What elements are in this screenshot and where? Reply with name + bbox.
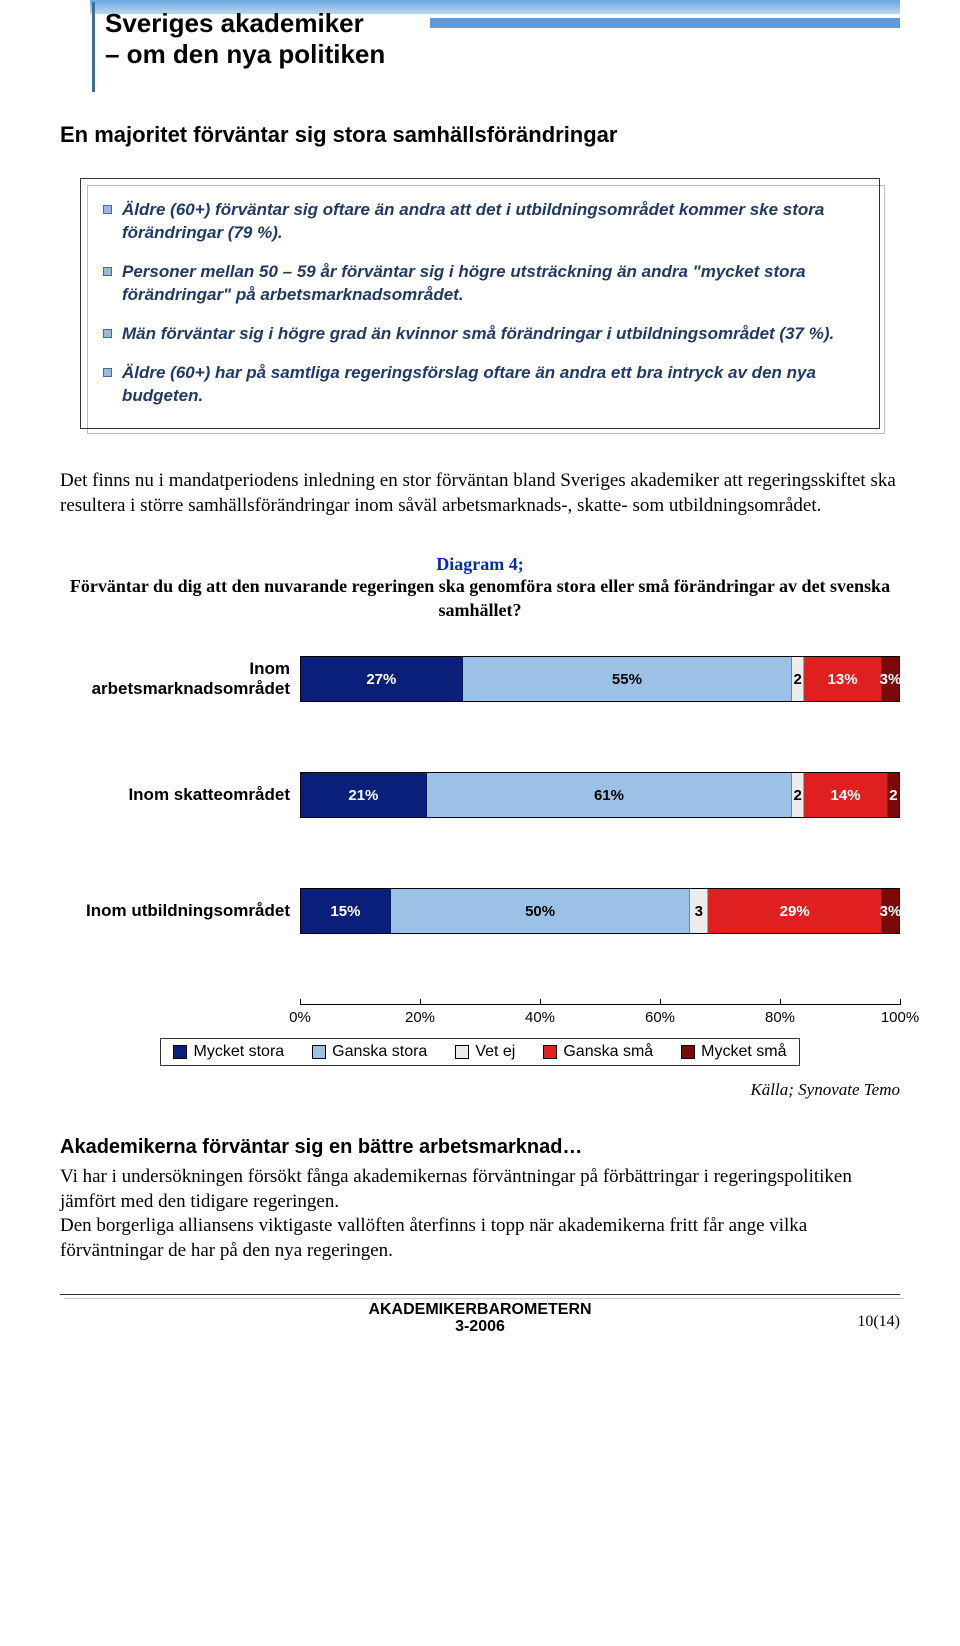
legend-swatch [312, 1045, 326, 1059]
chart-segment: 29% [708, 889, 882, 933]
footer-line-2: 3-2006 [455, 1318, 505, 1335]
chart-segment: 3% [882, 889, 900, 933]
chart-segment: 3 [690, 889, 708, 933]
footer-rule-shadow [64, 1298, 904, 1299]
bullet-item: Män förväntar sig i högre grad än kvinno… [103, 323, 857, 346]
chart-segment: 55% [463, 657, 792, 701]
legend-swatch [543, 1045, 557, 1059]
bullet-item: Personer mellan 50 – 59 år förväntar sig… [103, 261, 857, 307]
stacked-bar-chart: Inom arbetsmarknadsområdet27%55%213%3%In… [60, 656, 900, 1066]
legend-item: Vet ej [455, 1043, 515, 1061]
title-line-1: Sveriges akademiker [105, 8, 364, 38]
bullet-text: Äldre (60+) har på samtliga regeringsför… [122, 362, 857, 408]
chart-segment: 2 [888, 773, 900, 817]
chart-segment: 3% [882, 657, 900, 701]
chart-bar: 15%50%329%3% [300, 888, 900, 934]
axis-tick-label: 20% [405, 1009, 435, 1026]
chart-legend: Mycket stora Ganska stora Vet ej Ganska små… [160, 1038, 799, 1066]
chart-bar: 21%61%214%2 [300, 772, 900, 818]
chart-caption: Diagram 4; Förväntar du dig att den nuva… [60, 554, 900, 622]
bullet-text: Äldre (60+) förväntar sig oftare än andr… [122, 199, 857, 245]
header-vertical-rule [92, 2, 95, 92]
chart-bar: 27%55%213%3% [300, 656, 900, 702]
chart-row: Inom skatteområdet21%61%214%2 [60, 772, 900, 818]
bullet-text: Personer mellan 50 – 59 år förväntar sig… [122, 261, 857, 307]
chart-source: Källa; Synovate Temo [60, 1080, 900, 1100]
header: Sveriges akademiker – om den nya politik… [60, 0, 900, 70]
diagram-label: Diagram 4; [436, 554, 523, 574]
chart-segment: 61% [427, 773, 792, 817]
legend-swatch [455, 1045, 469, 1059]
chart-segment: 50% [391, 889, 691, 933]
chart-segment: 14% [804, 773, 888, 817]
footer-page-number: 10(14) [857, 1313, 900, 1331]
axis-tick-label: 0% [289, 1009, 311, 1026]
chart-segment: 2 [792, 773, 804, 817]
legend-swatch [173, 1045, 187, 1059]
page-footer: AKADEMIKERBAROMETERN 3-2006 10(14) [60, 1294, 900, 1334]
axis-tick-label: 60% [645, 1009, 675, 1026]
bullet-marker [103, 329, 112, 338]
chart-question: Förväntar du dig att den nuvarande reger… [70, 576, 890, 619]
bullet-item: Äldre (60+) har på samtliga regeringsför… [103, 362, 857, 408]
footer-center: AKADEMIKERBAROMETERN 3-2006 [60, 1301, 900, 1336]
legend-label: Mycket stora [193, 1043, 284, 1061]
legend-item: Ganska små [543, 1043, 653, 1061]
legend-item: Ganska stora [312, 1043, 427, 1061]
chart-segment: 21% [301, 773, 427, 817]
bullet-text: Män förväntar sig i högre grad än kvinno… [122, 323, 834, 346]
legend-swatch [681, 1045, 695, 1059]
legend-item: Mycket stora [173, 1043, 284, 1061]
legend-label: Ganska små [563, 1043, 653, 1061]
chart-row: Inom arbetsmarknadsområdet27%55%213%3% [60, 656, 900, 702]
bullet-item: Äldre (60+) förväntar sig oftare än andr… [103, 199, 857, 245]
legend-label: Ganska stora [332, 1043, 427, 1061]
chart-row-label: Inom skatteområdet [60, 785, 300, 805]
chart-segment: 2 [792, 657, 804, 701]
chart-axis: 0%20%40%60%80%100% [60, 1004, 900, 1028]
chart-segment: 15% [301, 889, 391, 933]
subsection-heading: Akademikerna förväntar sig en bättre arb… [60, 1136, 900, 1159]
footer-line-1: AKADEMIKERBAROMETERN [368, 1301, 591, 1318]
bullet-marker [103, 205, 112, 214]
bullet-box: Äldre (60+) förväntar sig oftare än andr… [80, 178, 880, 429]
body-paragraph: Det finns nu i mandatperiodens inledning… [60, 469, 900, 518]
legend-label: Vet ej [475, 1043, 515, 1061]
chart-segment: 13% [804, 657, 882, 701]
legend-item: Mycket små [681, 1043, 786, 1061]
title-line-2: – om den nya politiken [105, 39, 385, 69]
axis-tick-label: 100% [881, 1009, 919, 1026]
chart-row: Inom utbildningsområdet15%50%329%3% [60, 888, 900, 934]
axis-tick-label: 80% [765, 1009, 795, 1026]
chart-segment: 27% [301, 657, 463, 701]
chart-row-label: Inom arbetsmarknadsområdet [60, 659, 300, 700]
axis-tick-label: 40% [525, 1009, 555, 1026]
bullet-marker [103, 368, 112, 377]
chart-row-label: Inom utbildningsområdet [60, 901, 300, 921]
page-title: Sveriges akademiker – om den nya politik… [105, 8, 900, 70]
subsection-body: Vi har i undersökningen försökt fånga ak… [60, 1165, 900, 1264]
legend-label: Mycket små [701, 1043, 786, 1061]
bullet-marker [103, 267, 112, 276]
section-heading: En majoritet förväntar sig stora samhäll… [60, 122, 900, 148]
